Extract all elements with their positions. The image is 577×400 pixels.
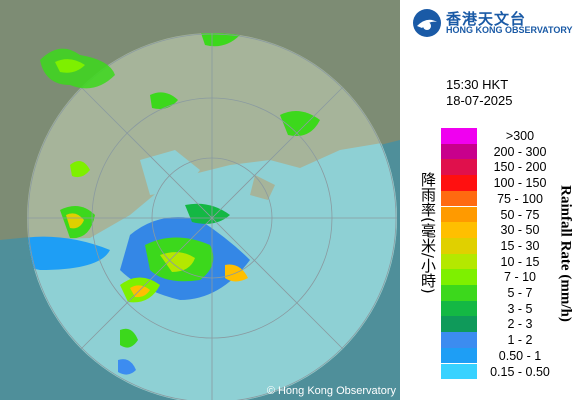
legend-swatch <box>441 316 477 333</box>
legend-swatch <box>441 285 477 301</box>
radar-range <box>27 33 397 400</box>
legend-label: >300 <box>505 129 535 143</box>
copyright: © Hong Kong Observatory <box>266 385 396 397</box>
legend-title-chinese: 降雨率(毫米/小時) <box>419 172 437 294</box>
legend-swatch <box>441 143 477 160</box>
legend-label: 15 - 30 <box>500 238 540 253</box>
legend-label: 150 - 200 <box>493 160 547 175</box>
legend-swatch <box>441 253 477 270</box>
legend-label: 50 - 75 <box>500 207 540 222</box>
legend-swatch <box>441 269 477 285</box>
legend-label: 75 - 100 <box>497 191 543 206</box>
legend-label: 200 - 300 <box>493 144 547 159</box>
legend-swatch <box>441 363 477 380</box>
logo-icon <box>413 9 441 37</box>
time: 15:30 HKT <box>446 77 509 92</box>
legend-swatch <box>441 128 477 144</box>
legend-label: 5 - 7 <box>507 286 533 300</box>
legend-label: 30 - 50 <box>500 223 540 238</box>
legend-swatch <box>441 175 477 191</box>
legend-swatch <box>441 332 477 348</box>
legend-label: 1 - 2 <box>507 333 533 348</box>
legend-label: 0.15 - 0.50 <box>490 364 550 379</box>
date: 18-07-2025 <box>446 93 513 108</box>
legend-swatch <box>441 237 477 254</box>
legend-label: 0.50 - 1 <box>498 348 542 363</box>
legend-swatch <box>441 190 477 207</box>
legend-swatch <box>441 347 477 364</box>
legend-swatch <box>441 206 477 223</box>
legend-swatch <box>441 300 477 317</box>
legend-label: 10 - 15 <box>500 254 540 269</box>
legend-label: 3 - 5 <box>507 301 533 316</box>
logo-chinese: 香港天文台 <box>446 11 527 28</box>
legend-label: 7 - 10 <box>504 270 536 285</box>
legend-swatch <box>441 159 477 176</box>
radar-map <box>0 0 400 400</box>
logo-english: HONG KONG OBSERVATORY <box>446 25 573 35</box>
legend-swatch <box>441 222 477 238</box>
legend-label: 100 - 150 <box>493 176 547 191</box>
legend-label: 2 - 3 <box>507 317 533 332</box>
